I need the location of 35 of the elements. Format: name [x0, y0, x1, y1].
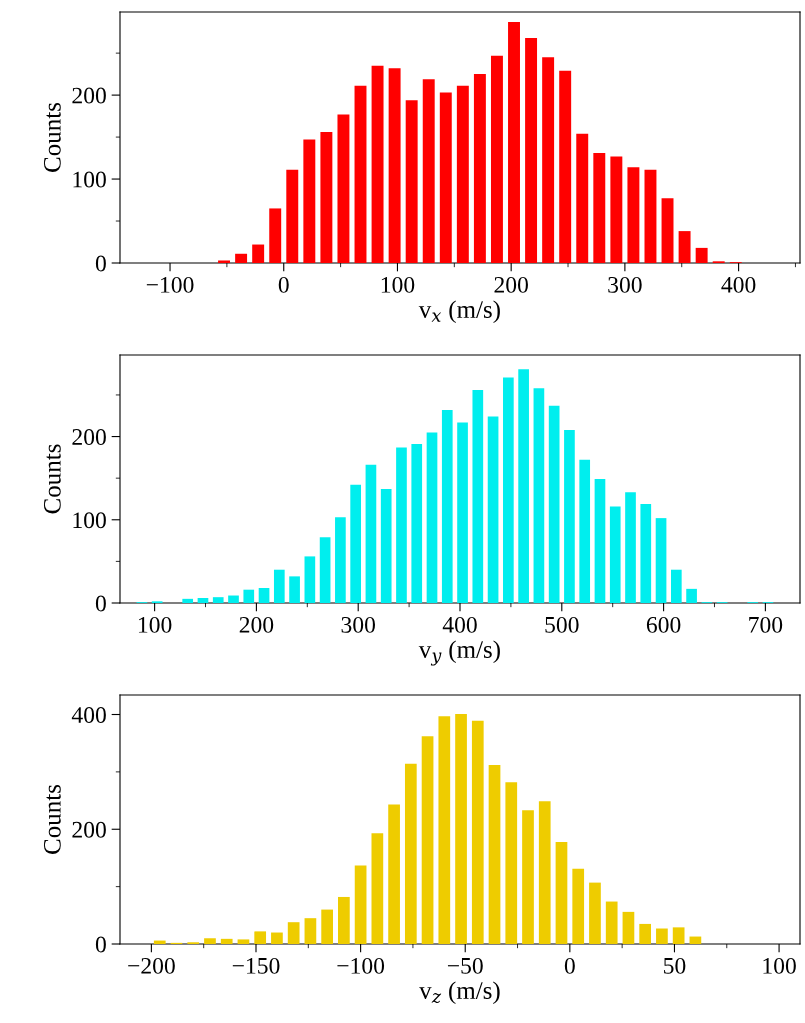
x-tick-label: 100: [138, 616, 172, 633]
x-tick-label: 0: [564, 957, 575, 974]
x-tick-label: −150: [232, 957, 280, 974]
x-tick-label: 200: [494, 276, 528, 293]
x-tick-label: −100: [337, 957, 385, 974]
x-tick-label: 100: [381, 276, 415, 293]
x-tick-label: 400: [721, 276, 756, 293]
y-tick-label: 0: [95, 936, 106, 953]
x-tick-label: −200: [128, 957, 175, 974]
y-tick-label: 100: [73, 171, 106, 188]
x-tick-label: 600: [646, 616, 681, 633]
x-axis-title: v$_{y}$ (m/s): [418, 640, 500, 666]
y-axis-title: Counts: [43, 784, 61, 854]
y-tick-label: 400: [71, 707, 106, 723]
x-axis-title: v$_{x}$ (m/s): [418, 300, 500, 324]
x-tick-label: 100: [763, 957, 796, 974]
y-tick-label: 0: [95, 255, 106, 272]
y-tick-label: 200: [72, 821, 106, 838]
x-tick-label: 0: [278, 276, 289, 293]
x-tick-label: 200: [239, 616, 274, 633]
y-axis-title: Counts: [43, 102, 61, 172]
x-tick-label: 300: [341, 616, 376, 633]
y-tick-label: 0: [95, 595, 106, 612]
x-axis-title: v$_{z}$ (m/s): [419, 981, 500, 1005]
x-tick-label: 400: [442, 616, 477, 633]
x-tick-label: 700: [749, 616, 783, 633]
x-tick-label: −100: [146, 276, 194, 293]
y-tick-label: 200: [72, 87, 106, 104]
y-tick-label: 100: [73, 512, 106, 529]
x-tick-label: 300: [608, 276, 642, 293]
x-tick-label: 50: [664, 957, 686, 974]
y-tick-label: 200: [72, 429, 106, 445]
x-tick-label: 500: [545, 616, 579, 633]
x-tick-label: −50: [447, 957, 483, 974]
y-axis-title: Counts: [43, 444, 61, 514]
